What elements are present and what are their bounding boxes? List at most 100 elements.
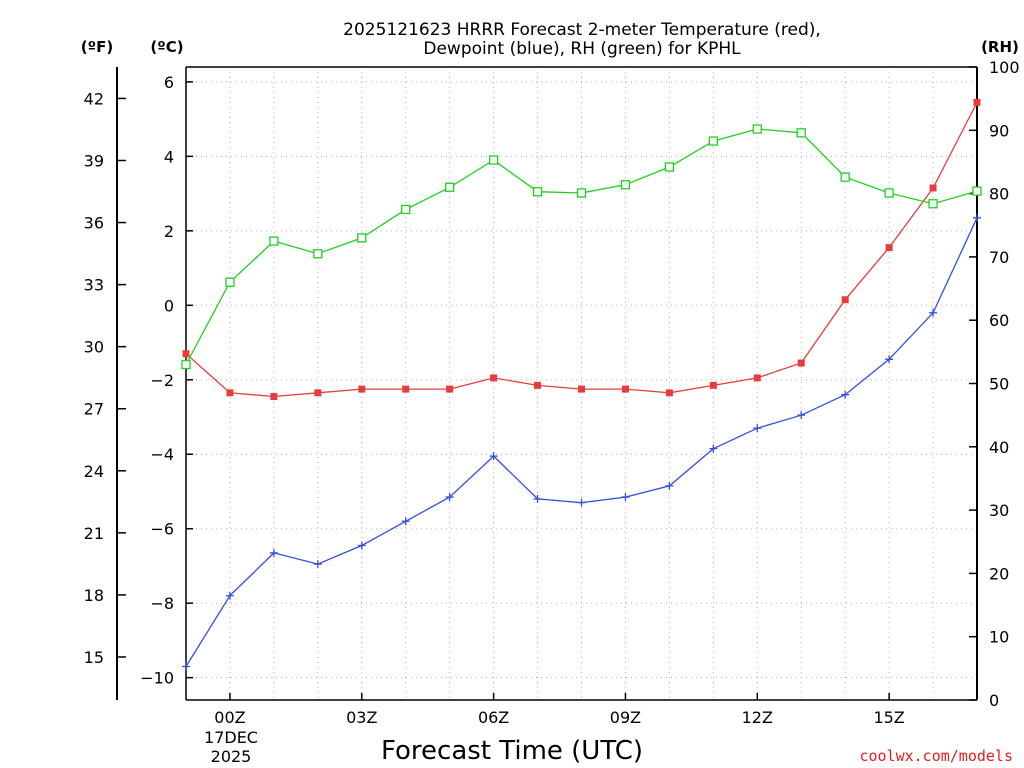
dewpoint-point: [269, 548, 278, 557]
rh-point: [532, 187, 543, 197]
temperature-point: [929, 184, 937, 192]
rh-point: [225, 277, 235, 287]
celsius-tick-label: −10: [140, 669, 174, 688]
temperature-point: [753, 374, 761, 382]
dewpoint-point: [973, 213, 981, 222]
rh-point: [928, 199, 938, 209]
x-tick-label: 12Z: [742, 708, 773, 727]
rh-point: [401, 204, 411, 215]
rh-tick-label: 40: [989, 438, 1009, 457]
rh-point: [708, 136, 718, 146]
rh-point: [840, 172, 850, 182]
rh-point: [181, 359, 191, 370]
x-tick-label: 15Z: [873, 708, 904, 727]
celsius-tick-label: −6: [150, 520, 174, 539]
fahrenheit-tick-label: 39: [84, 152, 104, 171]
celsius-tick-label: −8: [150, 594, 174, 613]
celsius-tick-label: 4: [164, 147, 174, 166]
temperature-point: [226, 389, 234, 397]
celsius-tick-label: −2: [150, 371, 174, 390]
rh-point: [313, 249, 323, 259]
dewpoint-point: [401, 517, 410, 526]
dewpoint-point: [709, 444, 718, 453]
rh-point: [576, 188, 587, 198]
rh-tick-label: 80: [989, 185, 1009, 204]
temperature-point: [270, 393, 278, 401]
fahrenheit-tick-label: 27: [84, 400, 104, 419]
temperature-point: [841, 296, 849, 304]
temperature-point: [446, 385, 454, 393]
x-tick-label: 03Z: [346, 708, 377, 727]
temperature-point: [402, 385, 410, 393]
celsius-tick-label: 2: [164, 222, 174, 241]
fahrenheit-unit-label: (ºF): [81, 38, 113, 56]
rh-point: [445, 182, 455, 192]
rh-tick-label: 70: [989, 248, 1009, 267]
dewpoint-point: [357, 541, 366, 550]
fahrenheit-tick-label: 24: [84, 462, 104, 481]
dewpoint-point: [533, 494, 542, 503]
x-tick-label: 06Z: [478, 708, 509, 727]
dewpoint-point: [797, 411, 806, 420]
rh-point: [752, 124, 762, 134]
rh-tick-label: 100: [989, 58, 1020, 77]
fahrenheit-tick-label: 30: [84, 338, 104, 357]
celsius-unit-label: (ºC): [150, 38, 183, 56]
dewpoint-point: [577, 498, 586, 507]
dewpoint-point: [885, 355, 894, 364]
rh-tick-label: 30: [989, 501, 1009, 520]
temperature-point: [621, 385, 629, 393]
rh-point: [796, 128, 806, 138]
temperature-point: [314, 389, 322, 397]
rh-tick-label: 90: [989, 121, 1009, 140]
celsius-tick-label: −4: [150, 445, 174, 464]
fahrenheit-tick-label: 15: [84, 648, 104, 667]
x-axis-label: Forecast Time (UTC): [381, 736, 643, 766]
celsius-tick-label: 0: [164, 296, 174, 315]
temperature-point: [534, 381, 542, 389]
dewpoint-point: [665, 481, 674, 490]
rh-point: [972, 186, 982, 196]
dewpoint-series: [182, 213, 981, 671]
dewpoint-point: [621, 493, 630, 502]
fahrenheit-tick-label: 36: [84, 214, 104, 233]
rh-unit-label: (RH): [981, 38, 1019, 56]
rh-point: [664, 162, 675, 172]
temperature-point: [358, 385, 366, 393]
temperature-series: [182, 98, 981, 401]
rh-point: [357, 233, 367, 243]
fahrenheit-tick-label: 42: [84, 89, 104, 108]
axes: [116, 66, 978, 701]
rh-series: [181, 124, 982, 370]
temperature-point: [709, 381, 717, 389]
temperature-point: [797, 359, 805, 367]
fahrenheit-tick-label: 18: [84, 586, 104, 605]
rh-point: [884, 188, 894, 198]
date-line2: 2025: [211, 747, 252, 766]
dewpoint-point: [313, 560, 322, 569]
fahrenheit-tick-label: 21: [84, 524, 104, 543]
credit-text: coolwx.com/models: [859, 747, 1013, 765]
date-line1: 17DEC: [204, 728, 258, 747]
rh-tick-label: 0: [989, 691, 999, 710]
dewpoint-point: [445, 493, 454, 502]
fahrenheit-tick-label: 33: [84, 276, 104, 295]
dewpoint-point: [182, 662, 190, 671]
dewpoint-point: [841, 390, 850, 399]
rh-point: [620, 180, 631, 190]
rh-tick-label: 20: [989, 564, 1009, 583]
series-layer: [181, 98, 982, 671]
gridlines: [186, 67, 977, 700]
rh-tick-label: 10: [989, 628, 1009, 647]
tick-labels: 6420−2−4−6−8−104239363330272421181510090…: [84, 58, 1020, 727]
x-tick-label: 00Z: [214, 708, 245, 727]
temperature-point: [885, 244, 893, 252]
temperature-point: [182, 350, 190, 358]
rh-tick-label: 50: [989, 375, 1009, 394]
x-tick-label: 09Z: [610, 708, 641, 727]
dewpoint-point: [929, 308, 938, 317]
temperature-point: [490, 374, 498, 382]
dewpoint-point: [489, 452, 498, 461]
dewpoint-point: [225, 591, 234, 600]
